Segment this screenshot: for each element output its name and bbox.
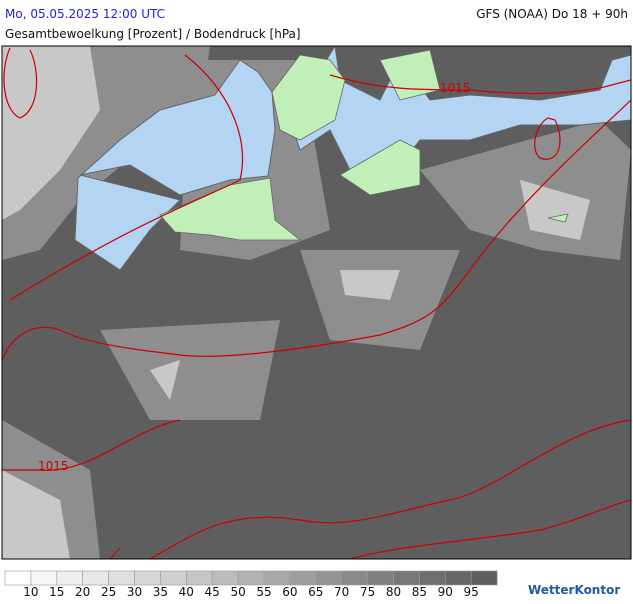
legend-swatch (367, 570, 394, 586)
map: 1015 1015 (1, 45, 632, 560)
legend-label: 75 (360, 585, 375, 599)
legend-label: 95 (464, 585, 479, 599)
parameter-label: Gesamtbewoelkung [Prozent] / Bodendruck … (5, 27, 301, 41)
legend-swatch (211, 570, 239, 586)
legend-swatch (315, 570, 342, 586)
legend-swatch (186, 570, 213, 586)
legend-label: 30 (127, 585, 142, 599)
legend-swatch (108, 570, 135, 586)
legend-label: 10 (23, 585, 38, 599)
legend-label: 15 (49, 585, 64, 599)
legend-swatch (444, 570, 472, 586)
model-label: GFS (NOAA) Do 18 + 90h (476, 7, 628, 21)
legend-label: 25 (101, 585, 116, 599)
map-frame (1, 45, 632, 560)
legend-label: 40 (179, 585, 194, 599)
legend-swatch (237, 570, 265, 586)
legend-swatch (134, 570, 161, 586)
legend-swatch (289, 570, 317, 586)
isobars (2, 47, 631, 559)
legend-label: 90 (438, 585, 453, 599)
legend-label: 45 (205, 585, 220, 599)
legend-swatch (4, 570, 32, 586)
legend-swatch (56, 570, 83, 586)
legend-swatch (263, 570, 291, 586)
legend-label: 65 (308, 585, 323, 599)
legend-swatch (82, 570, 109, 586)
legend-label: 60 (282, 585, 297, 599)
cloud-patches-light (2, 46, 590, 559)
legend-label: 55 (256, 585, 271, 599)
legend-label: 85 (412, 585, 427, 599)
legend-swatch (30, 570, 58, 586)
isobar-label: 1015 (38, 459, 69, 473)
legend-label: 50 (230, 585, 245, 599)
legend: 10 15 20 25 30 35 40 45 50 55 60 65 70 75 80 85 90 95 (4, 570, 498, 599)
legend-swatch (341, 570, 368, 586)
legend-label: 80 (386, 585, 401, 599)
north-sea (74, 59, 276, 271)
logo: WetterKontor (528, 583, 620, 597)
legend-swatch (470, 570, 498, 586)
isobar-label: 1015 (440, 81, 471, 95)
legend-label: 20 (75, 585, 90, 599)
date-label: Mo, 05.05.2025 12:00 UTC (5, 7, 165, 21)
legend-label: 35 (153, 585, 168, 599)
legend-swatch (393, 570, 420, 586)
legend-swatch (419, 570, 446, 586)
legend-label: 70 (334, 585, 349, 599)
legend-swatch (160, 570, 187, 586)
